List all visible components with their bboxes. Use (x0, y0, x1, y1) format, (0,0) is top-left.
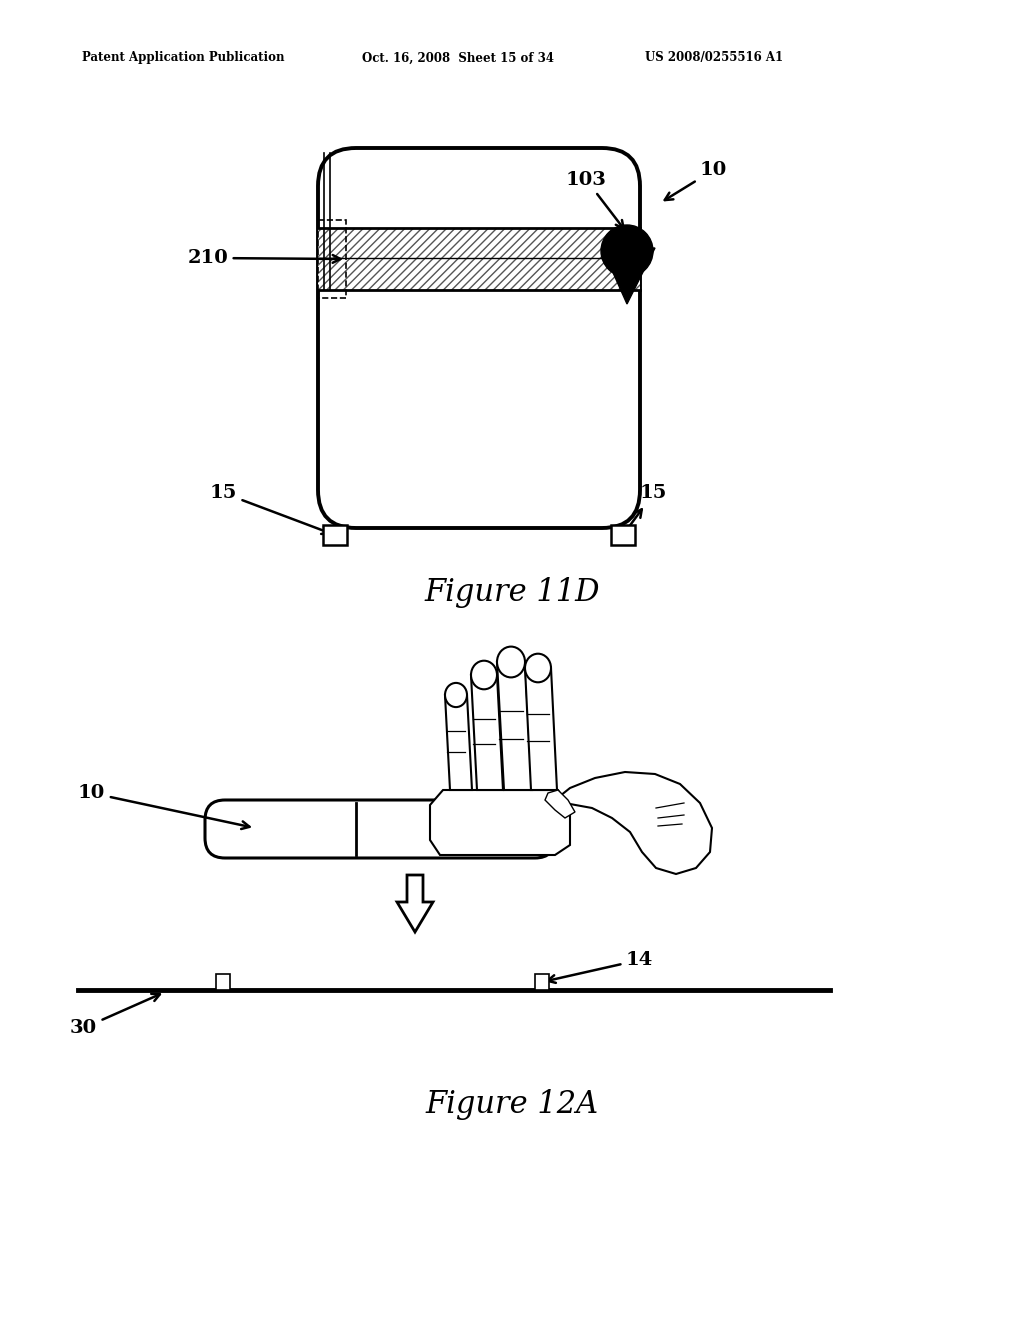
Polygon shape (445, 696, 472, 789)
Text: 30: 30 (70, 994, 160, 1038)
Ellipse shape (471, 661, 497, 689)
Polygon shape (545, 789, 575, 818)
Text: Figure 11D: Figure 11D (424, 577, 600, 607)
Text: 15: 15 (625, 484, 668, 533)
Bar (318, 220, 346, 298)
Text: Patent Application Publication: Patent Application Publication (82, 51, 285, 65)
Text: 14: 14 (548, 950, 653, 983)
Text: 103: 103 (566, 172, 624, 228)
Text: 15: 15 (210, 484, 330, 535)
Polygon shape (430, 789, 570, 855)
Text: 210: 210 (187, 249, 340, 267)
Polygon shape (602, 248, 655, 304)
Bar (318, 228, 640, 257)
Ellipse shape (525, 653, 551, 682)
Bar (323, 525, 347, 545)
Text: 10: 10 (78, 784, 250, 829)
Text: Oct. 16, 2008  Sheet 15 of 34: Oct. 16, 2008 Sheet 15 of 34 (362, 51, 554, 65)
Polygon shape (555, 772, 712, 874)
Bar (611, 525, 635, 545)
Text: Figure 12A: Figure 12A (425, 1089, 599, 1121)
Bar (535, 974, 549, 990)
FancyArrow shape (397, 875, 433, 932)
Bar (318, 257, 640, 290)
Ellipse shape (445, 682, 467, 708)
Polygon shape (471, 675, 503, 789)
FancyBboxPatch shape (318, 148, 640, 528)
Ellipse shape (601, 224, 653, 277)
Bar (216, 974, 230, 990)
Polygon shape (497, 663, 532, 789)
Text: US 2008/0255516 A1: US 2008/0255516 A1 (645, 51, 783, 65)
Ellipse shape (497, 647, 525, 677)
Polygon shape (525, 668, 557, 789)
FancyBboxPatch shape (205, 800, 555, 858)
Text: 10: 10 (665, 161, 727, 201)
